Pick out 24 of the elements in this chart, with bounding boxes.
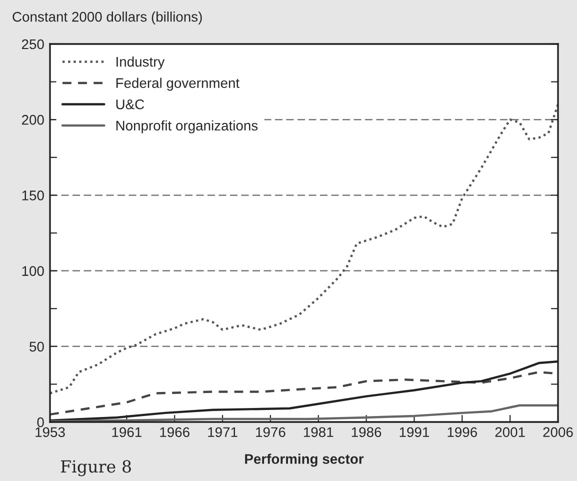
y-tick-label: 0 <box>37 417 44 428</box>
y-tick-label: 100 <box>22 266 44 276</box>
x-tick-label: 1986 <box>352 427 382 438</box>
x-axis-title: Performing sector <box>245 454 364 467</box>
legend-label: Industry <box>116 56 165 70</box>
caption: Figure 8 <box>60 460 131 476</box>
legend-label: U&C <box>116 99 144 110</box>
x-tick-label: 1996 <box>448 427 477 438</box>
x-tick-label: 2001 <box>495 427 525 438</box>
x-tick-label: 1961 <box>112 427 142 438</box>
x-tick-label: 1971 <box>208 427 238 438</box>
x-tick-label: 1991 <box>400 427 429 438</box>
x-tick-label: 1981 <box>304 427 334 438</box>
y-axis-title: Constant 2000 dollars (billions) <box>12 12 202 24</box>
y-tick-label: 150 <box>22 190 44 200</box>
legend-label: Nonprofit organizations <box>116 120 258 134</box>
y-tick-label: 200 <box>22 114 44 125</box>
legend-label: Federal government <box>116 78 240 91</box>
x-tick-label: 2006 <box>543 427 573 438</box>
y-tick-label: 250 <box>22 39 44 50</box>
x-tick-label: 1976 <box>256 427 286 438</box>
y-tick-label: 50 <box>30 342 44 352</box>
x-tick-label: 1953 <box>36 427 65 438</box>
x-tick-label: 1966 <box>160 427 190 438</box>
